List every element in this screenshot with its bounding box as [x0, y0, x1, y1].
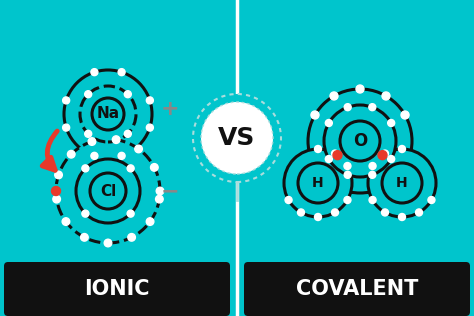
Text: O: O: [353, 132, 367, 150]
Circle shape: [311, 111, 319, 119]
Circle shape: [428, 197, 435, 204]
FancyArrowPatch shape: [42, 131, 57, 170]
Circle shape: [368, 149, 436, 217]
Circle shape: [416, 209, 422, 216]
Circle shape: [82, 165, 89, 172]
Circle shape: [53, 195, 61, 203]
Circle shape: [399, 145, 405, 153]
Circle shape: [76, 159, 140, 223]
Circle shape: [52, 186, 61, 196]
Circle shape: [330, 92, 338, 100]
Circle shape: [155, 195, 163, 203]
Circle shape: [127, 210, 134, 217]
Circle shape: [85, 130, 91, 137]
Circle shape: [135, 145, 142, 153]
Circle shape: [85, 91, 91, 98]
Circle shape: [388, 155, 395, 162]
Circle shape: [118, 69, 125, 76]
Circle shape: [146, 97, 154, 104]
Circle shape: [382, 209, 389, 216]
Circle shape: [325, 119, 332, 126]
Circle shape: [62, 218, 70, 225]
Text: Cl: Cl: [100, 184, 116, 198]
Circle shape: [333, 151, 342, 160]
Circle shape: [64, 70, 152, 158]
Circle shape: [112, 136, 120, 143]
Circle shape: [201, 102, 273, 174]
Circle shape: [92, 98, 124, 130]
Circle shape: [382, 163, 422, 203]
Text: H: H: [312, 176, 324, 190]
Circle shape: [344, 104, 351, 111]
FancyBboxPatch shape: [244, 262, 470, 316]
Text: COVALENT: COVALENT: [296, 279, 418, 299]
Circle shape: [55, 171, 63, 179]
Circle shape: [315, 214, 321, 221]
Circle shape: [128, 234, 136, 241]
Circle shape: [298, 163, 338, 203]
Circle shape: [63, 97, 70, 104]
Circle shape: [344, 197, 351, 204]
Circle shape: [285, 197, 292, 204]
Circle shape: [315, 145, 321, 153]
Circle shape: [118, 152, 125, 159]
Text: Na: Na: [96, 106, 119, 121]
Circle shape: [156, 187, 164, 195]
Circle shape: [378, 151, 387, 160]
Circle shape: [344, 171, 351, 178]
Circle shape: [56, 139, 160, 243]
Circle shape: [91, 152, 98, 159]
Circle shape: [146, 124, 154, 131]
Circle shape: [80, 86, 136, 142]
Circle shape: [124, 91, 131, 98]
Circle shape: [151, 164, 158, 171]
Circle shape: [82, 210, 89, 217]
Text: +: +: [161, 99, 179, 119]
Text: −: −: [161, 181, 179, 201]
Circle shape: [124, 130, 131, 137]
Circle shape: [308, 89, 412, 193]
Circle shape: [399, 214, 405, 221]
Circle shape: [284, 149, 352, 217]
Text: H: H: [396, 176, 408, 190]
Circle shape: [90, 173, 126, 209]
Circle shape: [369, 104, 376, 111]
Circle shape: [325, 155, 332, 162]
Circle shape: [388, 119, 395, 126]
Circle shape: [331, 150, 338, 157]
Circle shape: [88, 138, 96, 145]
FancyBboxPatch shape: [4, 262, 230, 316]
Circle shape: [146, 218, 154, 225]
Circle shape: [382, 92, 390, 100]
Circle shape: [127, 165, 134, 172]
Circle shape: [67, 150, 75, 158]
Text: IONIC: IONIC: [84, 279, 150, 299]
Circle shape: [324, 105, 396, 177]
Circle shape: [193, 94, 281, 182]
Circle shape: [369, 162, 376, 169]
Circle shape: [369, 197, 376, 204]
Circle shape: [401, 111, 409, 119]
Circle shape: [344, 162, 351, 169]
Circle shape: [369, 171, 376, 178]
Circle shape: [91, 69, 98, 76]
Circle shape: [298, 209, 304, 216]
Circle shape: [63, 124, 70, 131]
Circle shape: [382, 150, 389, 157]
Circle shape: [81, 234, 88, 241]
Circle shape: [340, 121, 380, 161]
Circle shape: [356, 85, 364, 93]
Circle shape: [331, 209, 338, 216]
Circle shape: [104, 239, 112, 247]
Text: VS: VS: [219, 126, 255, 150]
